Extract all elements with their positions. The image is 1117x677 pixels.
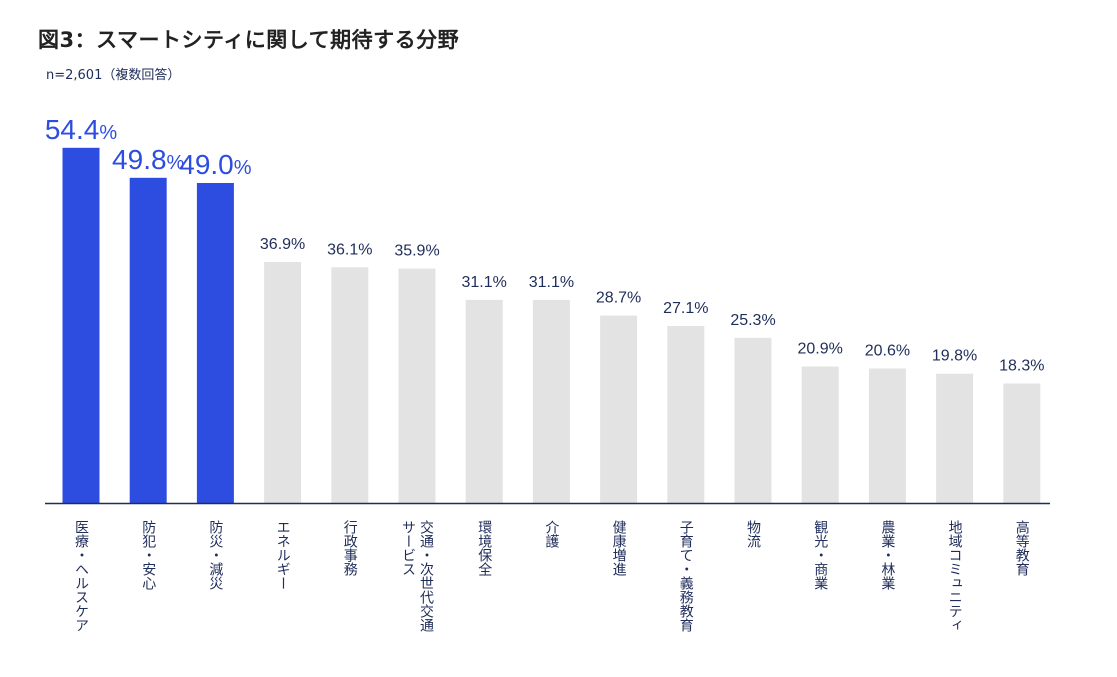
svg-text:エネルギー: エネルギー — [275, 520, 291, 590]
category-label-9: 健康増進 — [611, 520, 627, 577]
svg-text:農業・林業: 農業・林業 — [879, 520, 895, 590]
bar-12 — [801, 366, 839, 503]
svg-text:サービス: サービス — [400, 520, 416, 576]
value-label-12: 20.9% — [798, 341, 843, 358]
bar-10 — [667, 326, 705, 503]
svg-text:高等教育: 高等教育 — [1014, 519, 1030, 576]
bar-6 — [398, 268, 436, 503]
svg-text:環境保全: 環境保全 — [476, 520, 492, 576]
bar-4 — [264, 262, 302, 503]
bar-14 — [936, 373, 974, 503]
bar-3 — [196, 183, 234, 503]
category-label-15: 高等教育 — [1014, 519, 1030, 576]
value-label-11: 25.3% — [730, 312, 775, 329]
svg-text:観光・商業: 観光・商業 — [812, 519, 828, 590]
svg-text:行政事務: 行政事務 — [342, 520, 358, 577]
svg-text:防犯・安心: 防犯・安心 — [140, 520, 156, 590]
bar-15 — [1003, 383, 1041, 503]
category-label-10: 子育て・義務教育 — [678, 520, 694, 632]
svg-text:子育て・義務教育: 子育て・義務教育 — [678, 520, 694, 632]
category-label-14: 地域コミュニティ — [947, 520, 963, 632]
svg-text:健康増進: 健康増進 — [611, 520, 627, 577]
category-label-8: 介護 — [543, 520, 559, 548]
value-label-4: 36.9% — [260, 236, 305, 253]
value-label-3: 49.0% — [179, 149, 252, 180]
bar-11 — [734, 337, 772, 503]
bar-8 — [532, 299, 570, 503]
svg-text:介護: 介護 — [543, 520, 559, 548]
svg-text:防災・減災: 防災・減災 — [207, 520, 223, 590]
category-label-5: 行政事務 — [342, 520, 358, 577]
category-label-4: エネルギー — [275, 520, 291, 590]
chart-subtitle: n=2,601（複数回答） — [46, 68, 181, 83]
category-label-3: 防災・減災 — [207, 520, 223, 590]
category-label-13: 農業・林業 — [879, 520, 895, 590]
value-label-6: 35.9% — [394, 243, 439, 260]
category-label-1: 医療・ヘルスケア — [73, 520, 89, 632]
value-label-2: 49.8% — [112, 144, 185, 175]
bar-13 — [868, 368, 906, 503]
bar-5 — [331, 267, 369, 503]
bar-1 — [62, 147, 100, 504]
value-label-13: 20.6% — [865, 343, 910, 360]
bar-7 — [465, 299, 503, 503]
bar-2 — [129, 177, 167, 504]
category-label-7: 環境保全 — [476, 520, 492, 576]
value-label-5: 36.1% — [327, 241, 372, 258]
value-label-9: 28.7% — [596, 290, 641, 307]
value-label-1: 54.4% — [45, 114, 118, 145]
value-label-10: 27.1% — [663, 300, 708, 317]
svg-text:地域コミュニティ: 地域コミュニティ — [947, 520, 963, 632]
value-label-15: 18.3% — [999, 358, 1044, 375]
svg-text:医療・ヘルスケア: 医療・ヘルスケア — [73, 520, 89, 632]
category-label-2: 防犯・安心 — [140, 520, 156, 590]
value-label-8: 31.1% — [529, 274, 574, 291]
chart-title: 図3：スマートシティに関して期待する分野 — [38, 28, 460, 52]
bar-9 — [600, 315, 638, 503]
value-label-14: 19.8% — [932, 348, 977, 365]
svg-text:交通・次世代交通: 交通・次世代交通 — [418, 519, 434, 633]
svg-text:物流: 物流 — [745, 520, 761, 549]
category-label-11: 物流 — [745, 520, 761, 549]
value-label-7: 31.1% — [462, 274, 507, 291]
category-label-12: 観光・商業 — [812, 519, 828, 590]
